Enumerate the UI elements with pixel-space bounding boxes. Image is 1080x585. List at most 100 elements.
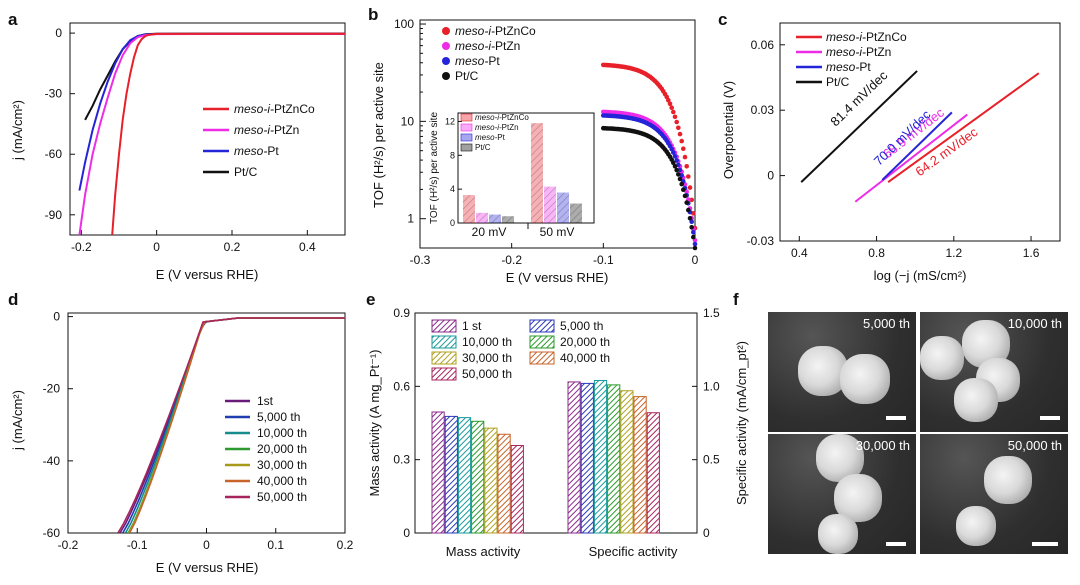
- panel-e-ylabel-right: Specific activity (mA/cm_pt²): [734, 341, 749, 505]
- cycle-curve: [124, 317, 345, 533]
- x-tick-label: 0.4: [299, 240, 316, 254]
- tof-point: [691, 234, 696, 240]
- tof-point: [691, 230, 696, 235]
- y-tick-label: 0: [403, 526, 410, 540]
- scale-bar: [886, 416, 906, 420]
- panel-f-micrographs: 5,000 th 10,000 th 30,000 th 50,000 th: [768, 312, 1068, 554]
- legend-suffix: Pt/C: [475, 143, 491, 152]
- y-tick-label: 0.6: [393, 379, 410, 393]
- inset-y-label: 4: [450, 184, 455, 194]
- legend-swatch: [431, 335, 457, 349]
- x-tick-label: 1.6: [1023, 246, 1040, 260]
- panel-a-curves: [78, 32, 345, 235]
- panel-d-y-ticks: 0 -20 -40 -60: [43, 310, 73, 540]
- legend-suffix: Pt: [497, 133, 505, 142]
- legend-prefix: meso-i-: [234, 102, 274, 116]
- legend-suffix: PtZnCo: [495, 24, 536, 38]
- legend-label: 5,000 th: [560, 319, 603, 333]
- mass-activity-bar: [471, 420, 485, 534]
- panel-e-categories: Mass activity Specific activity: [446, 544, 678, 559]
- micrograph-caption: 50,000 th: [1007, 438, 1062, 453]
- legend-label: meso-Pt: [455, 54, 500, 68]
- tof-point: [671, 150, 676, 155]
- legend-suffix: Pt: [488, 54, 500, 68]
- y-tick-label: 0: [55, 26, 62, 40]
- y-tick-label: -40: [43, 454, 61, 468]
- mass-activity-bar: [497, 433, 511, 534]
- y-tick-label: 100: [394, 17, 414, 31]
- inset-y-label: 0: [450, 218, 455, 228]
- panel-e-bars: [431, 379, 660, 534]
- panel-b-frame: [419, 19, 696, 249]
- legend-suffix: PtZnCo: [274, 102, 315, 116]
- panel-c-xlabel: log (−j (mS/cm²): [874, 268, 967, 283]
- micrograph-caption: 30,000 th: [855, 438, 910, 453]
- specific-activity-bar: [567, 381, 581, 534]
- y-tick-label: 0: [767, 169, 774, 183]
- panel-e-frame: [414, 312, 698, 534]
- tafel-line: [800, 70, 918, 183]
- tafel-line: [887, 72, 1040, 183]
- tof-point: [679, 181, 684, 187]
- inset-category-label: 50 mV: [540, 225, 575, 239]
- tof-point: [667, 101, 673, 107]
- panel-d: d -0.2 -0.1 0 0.1 0.2 0 -20 -40 -60 1st 5,000 th…: [8, 290, 354, 575]
- legend-swatch: [431, 367, 457, 381]
- legend-prefix: meso-: [826, 60, 859, 74]
- y-tick-label: 1: [407, 212, 414, 226]
- legend-label: meso-i-PtZn: [826, 45, 891, 59]
- tof-point: [672, 154, 678, 159]
- legend-label: 10,000 th: [257, 426, 307, 440]
- panel-c-frame: [779, 22, 1061, 242]
- inset-y-label: 12: [445, 116, 455, 126]
- panel-a-xlabel: E (V versus RHE): [156, 267, 259, 282]
- legend-label: meso-Pt: [826, 60, 871, 74]
- curve-ptznco: [111, 32, 345, 235]
- tof-point: [679, 138, 684, 144]
- y-tick-label: -0.03: [747, 234, 775, 248]
- legend-prefix: meso-i-: [826, 30, 866, 44]
- category-label: Mass activity: [446, 544, 521, 559]
- legend-label: meso-i-PtZn: [455, 39, 520, 53]
- tof-point: [682, 154, 688, 160]
- legend-suffix: Pt: [859, 60, 871, 74]
- tof-point: [692, 245, 698, 251]
- tof-point: [676, 172, 681, 177]
- x-tick-label: 0.4: [791, 246, 808, 260]
- micrograph-30000: 30,000 th: [768, 434, 916, 554]
- panel-d-curves: [117, 317, 345, 533]
- x-tick-label: 0: [153, 240, 160, 254]
- legend-suffix: PtZn: [866, 45, 891, 59]
- micrograph-5000: 5,000 th: [768, 312, 916, 432]
- legend-swatch: [431, 319, 457, 333]
- inset-bar-hatch: [531, 123, 543, 223]
- tof-point: [686, 174, 691, 179]
- inset-legend-swatch: [460, 143, 473, 152]
- legend-prefix: meso-i-: [475, 123, 502, 132]
- y-tick-label: 0.3: [393, 453, 410, 467]
- inset-legend-swatch: [460, 113, 473, 122]
- inset-legend-swatch: [460, 123, 473, 132]
- legend-suffix: Pt/C: [826, 75, 850, 89]
- legend-suffix: Pt/C: [455, 69, 479, 83]
- y-tick-label-right: 0: [703, 526, 710, 540]
- tof-point: [677, 176, 683, 182]
- panel-d-xlabel: E (V versus RHE): [156, 560, 259, 575]
- tof-point: [689, 219, 694, 224]
- x-tick-label: 0.2: [337, 538, 354, 552]
- panel-d-legend: 1st 5,000 th 10,000 th 20,000 th 30,000 th 40…: [225, 394, 307, 504]
- mass-activity-bar: [457, 417, 472, 534]
- scale-bar: [886, 542, 906, 546]
- panel-e: e 0 0.3 0.6 0.9 0 0.5 1.0 1.5 1 st 5,000 th 10,0…: [366, 290, 749, 559]
- inset-legend-label: meso-i-PtZn: [475, 123, 519, 132]
- tof-point: [672, 114, 678, 120]
- inset-category-label: 20 mV: [472, 225, 507, 239]
- tof-point: [684, 189, 689, 194]
- legend-label: 40,000 th: [560, 351, 610, 365]
- mass-activity-bar: [444, 415, 458, 534]
- tof-point: [669, 105, 674, 110]
- specific-activity-bar: [607, 384, 621, 534]
